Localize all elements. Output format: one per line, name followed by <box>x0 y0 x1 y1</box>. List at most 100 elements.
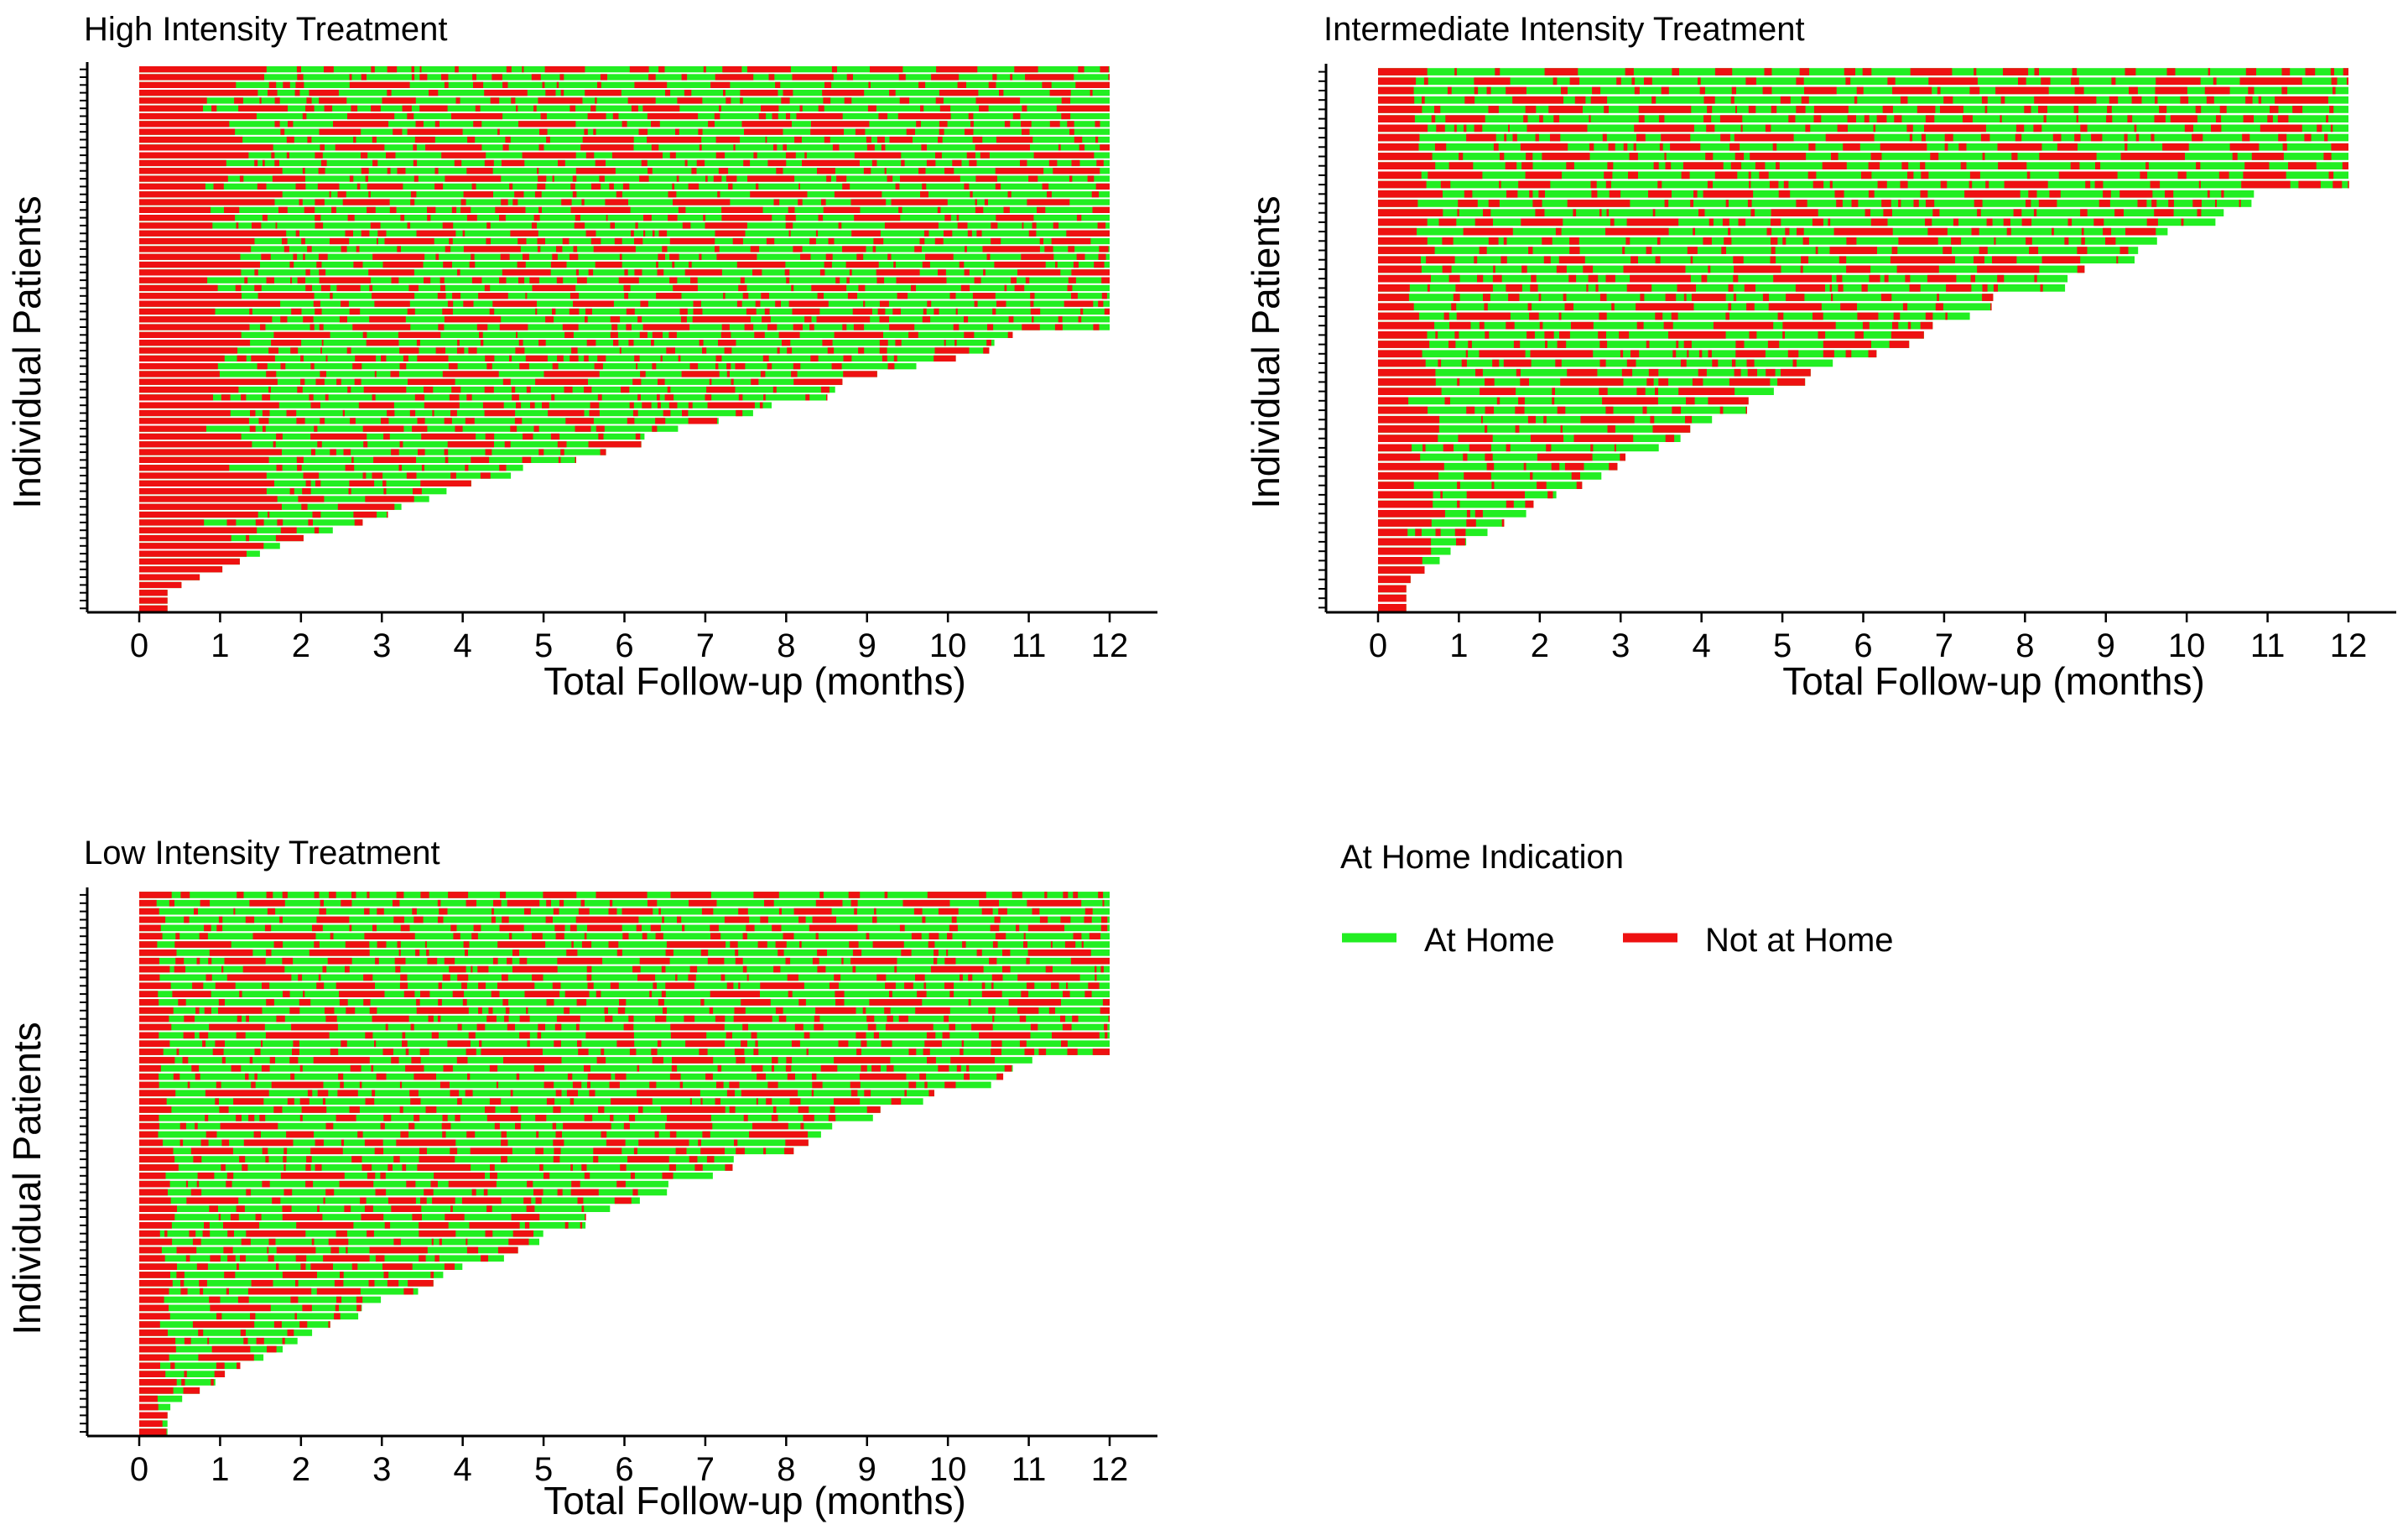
not-at-home-span <box>1543 415 1547 424</box>
not-at-home-span <box>810 355 819 362</box>
not-at-home-span <box>199 1032 209 1039</box>
at-home-span <box>139 1337 298 1345</box>
not-at-home-span <box>1708 265 1711 273</box>
not-at-home-span <box>503 1057 562 1064</box>
not-at-home-span <box>499 465 507 471</box>
not-at-home-span <box>396 1139 456 1147</box>
not-at-home-span <box>502 916 509 923</box>
at-home-span <box>1378 453 1625 461</box>
not-at-home-span <box>531 222 537 229</box>
not-at-home-span <box>1611 303 1615 311</box>
not-at-home-span <box>349 81 410 88</box>
not-at-home-span <box>515 1122 521 1130</box>
not-at-home-span <box>772 386 777 393</box>
not-at-home-span <box>506 66 512 73</box>
not-at-home-span <box>139 284 218 292</box>
not-at-home-span <box>2106 115 2113 122</box>
not-at-home-span <box>1621 368 1633 377</box>
not-at-home-span <box>631 230 634 237</box>
not-at-home-span <box>1747 200 1752 207</box>
not-at-home-span <box>728 183 733 190</box>
not-at-home-span <box>139 982 171 990</box>
not-at-home-span <box>634 237 643 245</box>
not-at-home-span <box>2239 77 2302 86</box>
not-at-home-span <box>972 136 983 143</box>
not-at-home-span <box>354 378 361 385</box>
not-at-home-span <box>173 1073 180 1080</box>
at-home-span <box>139 331 1013 338</box>
not-at-home-span <box>387 409 395 417</box>
not-at-home-span <box>2232 153 2238 160</box>
not-at-home-span <box>351 1156 362 1163</box>
not-at-home-span <box>569 1098 575 1105</box>
not-at-home-span <box>996 300 1006 307</box>
not-at-home-span <box>236 1115 242 1121</box>
not-at-home-span <box>1657 180 1662 189</box>
not-at-home-span <box>1567 200 1630 207</box>
not-at-home-span <box>1442 237 1454 245</box>
not-at-home-span <box>1927 274 1957 283</box>
not-at-home-span <box>926 159 936 167</box>
not-at-home-span <box>1544 331 1554 339</box>
not-at-home-span <box>926 1032 936 1039</box>
not-at-home-span <box>336 378 341 385</box>
not-at-home-span <box>1102 999 1110 1006</box>
not-at-home-span <box>1091 191 1100 198</box>
not-at-home-span <box>139 1023 172 1031</box>
not-at-home-span <box>400 974 408 981</box>
not-at-home-span <box>1765 124 1771 133</box>
not-at-home-span <box>596 1057 606 1064</box>
not-at-home-span <box>872 246 876 252</box>
not-at-home-span <box>1932 209 1940 216</box>
not-at-home-span <box>1703 190 1754 198</box>
not-at-home-span <box>991 982 994 990</box>
not-at-home-span <box>1022 105 1027 112</box>
not-at-home-span <box>370 222 381 229</box>
not-at-home-span <box>365 1098 375 1105</box>
not-at-home-span <box>261 1040 263 1048</box>
not-at-home-span <box>709 378 712 385</box>
not-at-home-span <box>1731 359 1736 367</box>
not-at-home-span <box>723 293 726 299</box>
not-at-home-span <box>295 81 304 88</box>
not-at-home-span <box>828 1115 836 1121</box>
not-at-home-span <box>411 66 414 73</box>
not-at-home-span <box>407 308 415 315</box>
not-at-home-span <box>282 1337 285 1345</box>
not-at-home-span <box>308 519 313 526</box>
not-at-home-span <box>804 152 807 159</box>
not-at-home-span <box>1730 162 1742 169</box>
not-at-home-span <box>2292 106 2303 113</box>
not-at-home-span <box>139 363 218 370</box>
not-at-home-span <box>2329 106 2334 113</box>
not-at-home-span <box>1378 557 1422 564</box>
not-at-home-span <box>2281 68 2291 75</box>
not-at-home-span <box>682 222 691 229</box>
not-at-home-span <box>1672 406 1682 414</box>
not-at-home-span <box>609 1081 620 1089</box>
not-at-home-span <box>1505 162 1517 169</box>
not-at-home-span <box>2208 68 2211 75</box>
not-at-home-span <box>811 1090 814 1097</box>
not-at-home-span <box>761 293 769 299</box>
not-at-home-span <box>247 1288 312 1295</box>
not-at-home-span <box>465 1090 473 1097</box>
not-at-home-span <box>275 534 304 542</box>
not-at-home-span <box>268 1238 276 1246</box>
not-at-home-span <box>2154 115 2166 122</box>
not-at-home-span <box>2258 96 2262 104</box>
not-at-home-span <box>207 1337 210 1345</box>
not-at-home-span <box>317 183 340 190</box>
not-at-home-span <box>492 957 498 965</box>
not-at-home-span <box>775 300 781 307</box>
not-at-home-span <box>1102 899 1105 907</box>
at-home-span <box>139 1048 1110 1055</box>
not-at-home-span <box>289 261 294 268</box>
not-at-home-span <box>346 347 351 354</box>
not-at-home-span <box>996 136 1033 143</box>
not-at-home-span <box>585 308 592 315</box>
not-at-home-span <box>268 511 270 518</box>
at-home-span <box>139 1057 1032 1064</box>
not-at-home-span <box>1571 472 1580 480</box>
not-at-home-span <box>1813 115 1822 122</box>
